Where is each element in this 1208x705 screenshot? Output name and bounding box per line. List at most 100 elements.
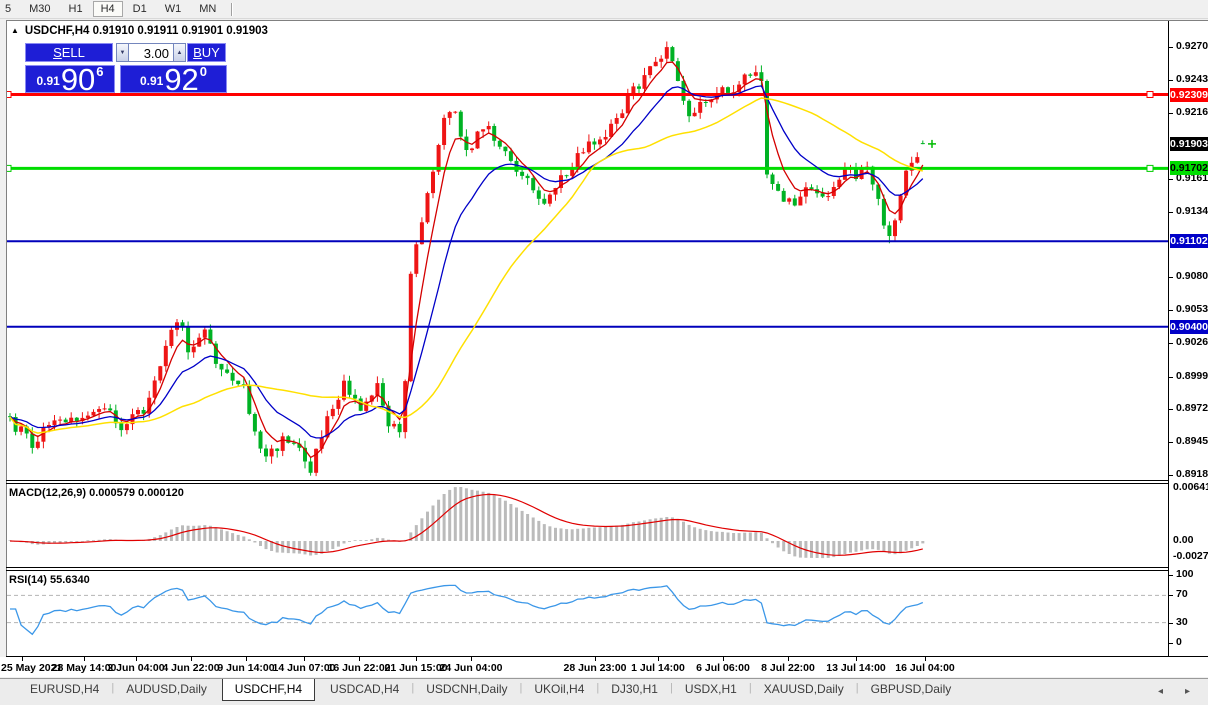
rsi-tick-mark [1169, 575, 1173, 576]
time-label: 28 May 14:00 [51, 662, 117, 674]
macd-label: MACD(12,26,9) 0.000579 0.000120 [9, 487, 184, 499]
time-label: 1 Jul 14:00 [631, 662, 685, 674]
chart-title: ▲ USDCHF,H4 0.91910 0.91911 0.91901 0.91… [11, 25, 268, 37]
price-tick-mark [1169, 47, 1173, 48]
price-tick-mark [1169, 442, 1173, 444]
timeframe-button-m30[interactable]: M30 [29, 3, 51, 15]
tab-audusd-daily[interactable]: AUDUSD,Daily [126, 682, 207, 696]
tab-separator: | [111, 682, 115, 694]
tab-gbpusd-daily[interactable]: GBPUSD,Daily [870, 682, 952, 696]
tab-usdcnh-daily[interactable]: USDCNH,Daily [426, 682, 508, 696]
price-tick-mark [1169, 376, 1173, 378]
panel-separator [6, 480, 1208, 481]
macd-axis-label: 0.006413 [1173, 481, 1208, 493]
price-tick-label: 0.90535 [1176, 303, 1208, 316]
rsi-axis-label: 70 [1176, 588, 1188, 600]
price-tick-label: 0.90805 [1176, 270, 1208, 283]
time-tick-mark [471, 657, 472, 661]
timeframe-button-mn[interactable]: MN [199, 3, 217, 15]
timeframe-button-h4[interactable]: H4 [92, 1, 123, 17]
time-label: 8 Jul 22:00 [761, 662, 815, 674]
time-axis[interactable]: 25 May 2021 28 May 14:00 2 Jun 04:00 4 Jun … [0, 657, 1208, 677]
volume-stepper-up[interactable]: ▲ [173, 43, 186, 62]
trade-panel: SELL ▼ 3.00 ▲ BUY 0.91 90 6 0.91 92 0 [25, 43, 227, 95]
panel-separator [6, 570, 1208, 571]
rsi-tick-mark [1169, 643, 1173, 644]
tab-scroll-left-icon[interactable]: ◂ [1157, 686, 1185, 697]
volume-input[interactable]: 3.00 [129, 43, 173, 62]
macd-axis-label: 0.00 [1173, 534, 1194, 546]
tab-eurusd-h4[interactable]: EURUSD,H4 [30, 682, 100, 696]
panel-separator [6, 656, 1208, 657]
tab-dj30-h1[interactable]: DJ30,H1 [611, 682, 658, 696]
price-tick-mark [1169, 475, 1173, 477]
price-tick-mark [1169, 178, 1173, 180]
toolbar-separator [231, 2, 234, 16]
time-tick-mark [723, 657, 724, 661]
rsi-tick-mark [1169, 595, 1173, 596]
price-tick-mark [1169, 79, 1173, 81]
tab-scroll-right-icon[interactable]: ▸ [1185, 686, 1208, 697]
time-label: 25 May 2021 [1, 662, 63, 674]
tab-separator: | [669, 682, 673, 694]
time-label: 4 Jun 22:00 [162, 662, 220, 674]
time-label: 16 Jul 04:00 [895, 662, 955, 674]
price-badge: 0.91903 [1170, 136, 1208, 151]
timeframe-button-d1[interactable]: D1 [132, 3, 147, 15]
timeframe-button-5[interactable]: 5 [5, 3, 12, 15]
chart-title-text: USDCHF,H4 0.91910 0.91911 0.91901 0.9190… [24, 25, 268, 37]
chart-window-border [6, 20, 7, 677]
sell-button[interactable]: SELL [25, 43, 113, 62]
price-badge: 0.91102 [1170, 234, 1208, 249]
sell-quote[interactable]: 0.91 90 6 [25, 64, 115, 95]
tab-usdchf-h4[interactable]: USDCHF,H4 [221, 679, 316, 701]
macd-axis-label: -0.002720 [1173, 550, 1208, 562]
tab-separator: | [596, 682, 600, 694]
price-tick-mark [1169, 112, 1173, 114]
tab-usdx-h1[interactable]: USDX,H1 [684, 682, 737, 696]
time-label: 9 Jun 14:00 [217, 662, 275, 674]
time-tick-mark [788, 657, 789, 661]
time-tick-mark [925, 657, 926, 661]
time-label: 14 Jun 07:00 [272, 662, 336, 674]
volume-stepper-down[interactable]: ▼ [116, 43, 129, 62]
price-tick-mark [1169, 211, 1173, 213]
time-tick-mark [658, 657, 659, 661]
symbol-arrow-icon: ▲ [11, 26, 19, 35]
buy-quote[interactable]: 0.91 92 0 [120, 64, 227, 95]
tab-xauusd-daily[interactable]: XAUUSD,Daily [763, 682, 844, 696]
panel-separator [6, 483, 1208, 484]
price-scale[interactable]: 0.927000.924300.921600.916150.913450.908… [1168, 21, 1208, 656]
price-badge: 0.91702 [1170, 161, 1208, 176]
rsi-axis-label: 100 [1176, 568, 1194, 580]
tab-bar: EURUSD,H4 | AUDUSD,Daily | USDCHF,H4 | USDCAD,… [0, 678, 1208, 705]
buy-button[interactable]: BUY [187, 43, 226, 62]
time-tick-mark [359, 657, 360, 661]
time-tick-mark [856, 657, 857, 661]
time-label: 13 Jul 14:00 [826, 662, 886, 674]
price-tick-mark [1169, 343, 1173, 345]
timeframe-button-h1[interactable]: H1 [68, 3, 83, 15]
rsi-tick-mark [1169, 623, 1173, 624]
price-badge: 0.92309 [1170, 87, 1208, 102]
time-label: 6 Jul 06:00 [696, 662, 750, 674]
price-badge: 0.90400 [1170, 319, 1208, 334]
tab-separator: | [519, 682, 523, 694]
macd-panel-canvas[interactable] [7, 484, 1168, 566]
timeframe-button-w1[interactable]: W1 [164, 3, 182, 15]
rsi-panel-canvas[interactable] [7, 571, 1168, 655]
rsi-label: RSI(14) 55.6340 [9, 574, 90, 586]
price-tick-mark [1169, 277, 1173, 279]
time-tick-mark [22, 657, 23, 661]
time-tick-mark [304, 657, 305, 661]
tab-ukoil-h4[interactable]: UKOil,H4 [534, 682, 585, 696]
tab-usdcad-h4[interactable]: USDCAD,H4 [329, 682, 400, 696]
chart-window-border [6, 20, 1208, 21]
time-label: 24 Jun 04:00 [439, 662, 503, 674]
time-label: 28 Jun 23:00 [563, 662, 627, 674]
main-chart-canvas[interactable] [7, 21, 1168, 480]
